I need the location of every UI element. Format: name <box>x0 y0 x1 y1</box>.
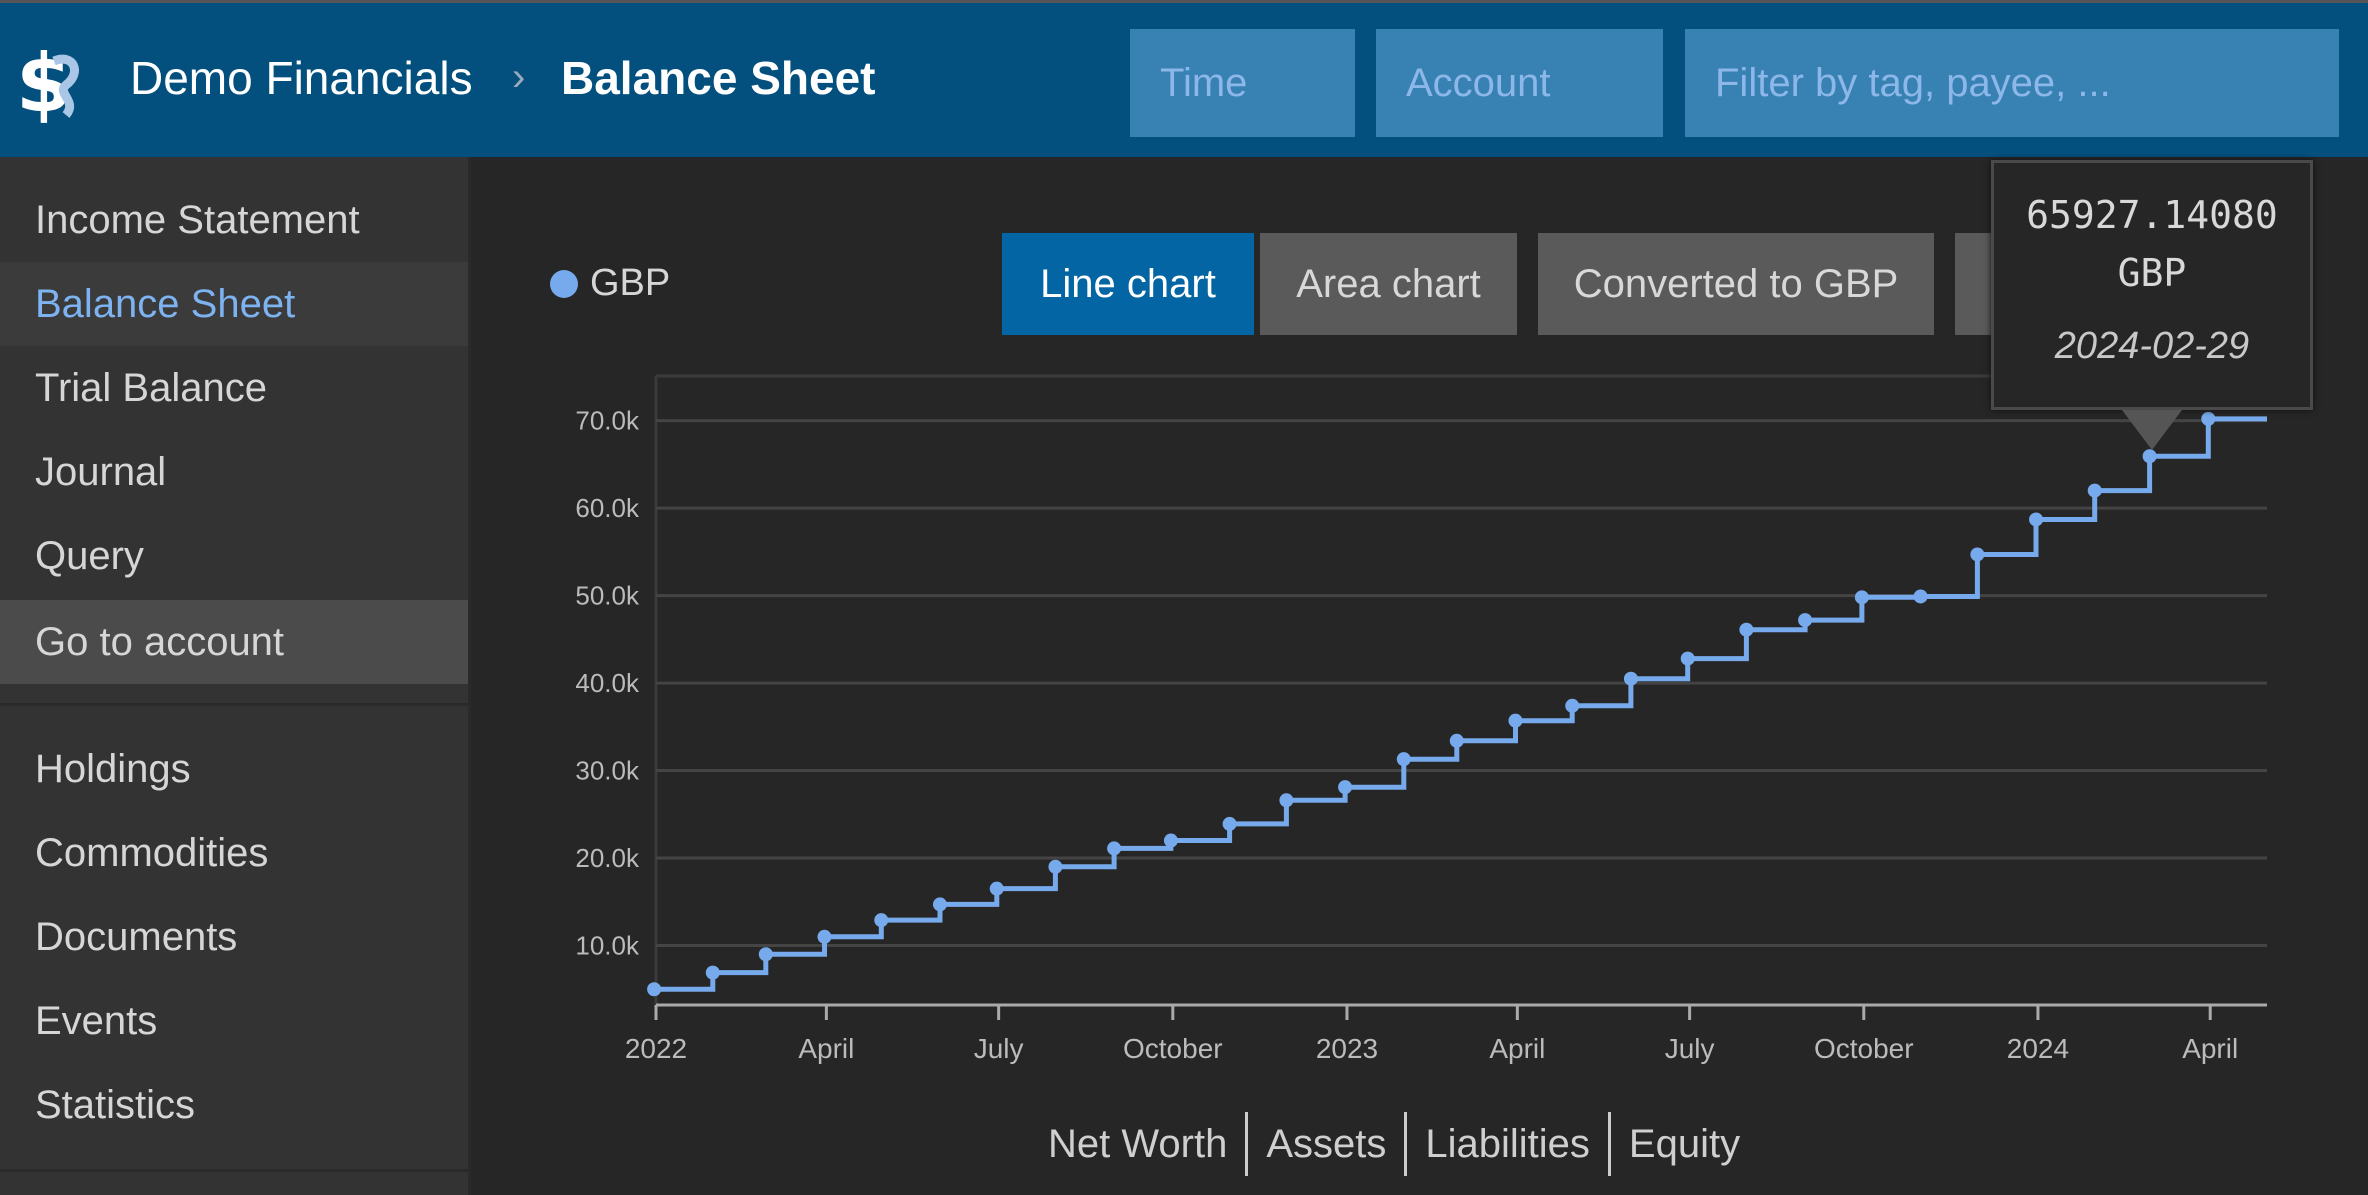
tab-equity[interactable]: Equity <box>1628 1121 1741 1166</box>
legend-dot-icon <box>550 269 578 298</box>
sidebar-item-holdings[interactable]: Holdings <box>35 747 191 791</box>
y-tick-label: 70.0k <box>575 406 640 436</box>
tooltip-arrow-icon <box>2122 410 2182 450</box>
x-tick-label: 2022 <box>625 1033 687 1064</box>
data-point <box>1739 622 1754 637</box>
sidebar-divider <box>0 1169 468 1172</box>
data-point <box>1970 547 1985 562</box>
data-point <box>1565 698 1580 713</box>
data-point <box>1396 752 1411 767</box>
account-filter-input[interactable] <box>1376 29 1663 137</box>
data-point <box>1222 816 1237 831</box>
x-tick-label: April <box>1489 1033 1545 1064</box>
x-tick-label: April <box>2182 1033 2238 1064</box>
series-line-gbp <box>654 416 2267 992</box>
tab-divider <box>1607 1112 1611 1176</box>
legend-label: GBP <box>590 262 671 304</box>
data-point <box>932 897 947 912</box>
x-tick-label: 2023 <box>1316 1033 1378 1064</box>
data-point <box>1048 859 1063 874</box>
sidebar-item-go-to-account[interactable]: Go to account <box>0 600 468 684</box>
data-point <box>817 929 832 944</box>
data-point <box>2029 512 2044 527</box>
sidebar-divider <box>0 703 468 706</box>
converted-to-gbp-button[interactable]: Converted to GBP <box>1538 233 1934 335</box>
x-tick-label: July <box>974 1033 1024 1064</box>
data-point <box>1163 833 1178 848</box>
tag-payee-filter-input[interactable] <box>1685 29 2339 137</box>
data-point <box>1854 590 1869 605</box>
tab-divider <box>1245 1112 1249 1176</box>
data-point <box>705 965 720 980</box>
top-bar: $ Demo Financials › Balance Sheet <box>0 0 2368 157</box>
sidebar-item-statistics[interactable]: Statistics <box>35 1083 196 1127</box>
tab-divider <box>1404 1112 1408 1176</box>
data-point <box>1338 780 1353 795</box>
data-point <box>1798 613 1813 628</box>
sidebar-item-balance-sheet[interactable]: Balance Sheet <box>0 262 468 346</box>
y-tick-label: 10.0k <box>575 931 640 961</box>
data-point <box>647 982 662 997</box>
y-tick-label: 60.0k <box>575 493 640 523</box>
data-point <box>2142 449 2157 464</box>
line-chart-button[interactable]: Line chart <box>1002 233 1254 335</box>
data-point <box>2201 411 2216 426</box>
area-chart-button[interactable]: Area chart <box>1260 233 1517 335</box>
sidebar-item-documents[interactable]: Documents <box>35 915 238 959</box>
data-point <box>1279 793 1294 808</box>
chart-legend[interactable]: GBP <box>550 262 670 305</box>
breadcrumb-separator-icon: › <box>512 55 526 99</box>
y-tick-label: 20.0k <box>575 843 640 873</box>
tooltip-date: 2024-02-29 <box>2054 325 2250 367</box>
logo-icon[interactable]: $ <box>16 43 86 123</box>
x-tick-label: October <box>1123 1033 1223 1064</box>
tab-assets[interactable]: Assets <box>1266 1121 1387 1166</box>
data-point <box>874 913 889 928</box>
data-point <box>2087 483 2102 498</box>
data-point <box>1508 713 1523 728</box>
data-point <box>1623 671 1638 686</box>
tooltip-value: 65927.14080 <box>2026 193 2278 237</box>
y-tick-label: 30.0k <box>575 756 640 786</box>
x-tick-label: July <box>1665 1033 1715 1064</box>
page-title: Balance Sheet <box>561 52 876 104</box>
tab-liabilities[interactable]: Liabilities <box>1425 1121 1590 1166</box>
data-point <box>1680 651 1695 666</box>
data-point <box>1107 841 1122 856</box>
x-tick-label: April <box>798 1033 854 1064</box>
sidebar-item-query[interactable]: Query <box>35 534 144 578</box>
breadcrumb-app[interactable]: Demo Financials <box>130 52 473 104</box>
x-tick-label: 2024 <box>2007 1033 2069 1064</box>
tooltip-currency: GBP <box>2117 251 2187 295</box>
chart-tabs: Net Worth Assets Liabilities Equity <box>1030 1112 1758 1176</box>
y-tick-label: 50.0k <box>575 581 640 611</box>
sidebar-item-events[interactable]: Events <box>35 999 158 1043</box>
sidebar-item-trial-balance[interactable]: Trial Balance <box>35 366 267 410</box>
sidebar-item-income-statement[interactable]: Income Statement <box>35 198 360 242</box>
data-point <box>989 881 1004 896</box>
data-point <box>1449 733 1464 748</box>
y-tick-label: 40.0k <box>575 668 640 698</box>
sidebar-item-commodities[interactable]: Commodities <box>35 831 269 875</box>
time-filter-input[interactable] <box>1130 29 1355 137</box>
x-tick-label: October <box>1814 1033 1914 1064</box>
data-point <box>1913 589 1928 604</box>
tab-net-worth[interactable]: Net Worth <box>1048 1121 1228 1166</box>
sidebar-item-journal[interactable]: Journal <box>35 450 167 494</box>
chart-tooltip: 65927.14080 GBP 2024-02-29 <box>1991 160 2313 410</box>
data-point <box>758 947 773 962</box>
sidebar: Income Statement Balance Sheet Trial Bal… <box>0 157 471 1195</box>
